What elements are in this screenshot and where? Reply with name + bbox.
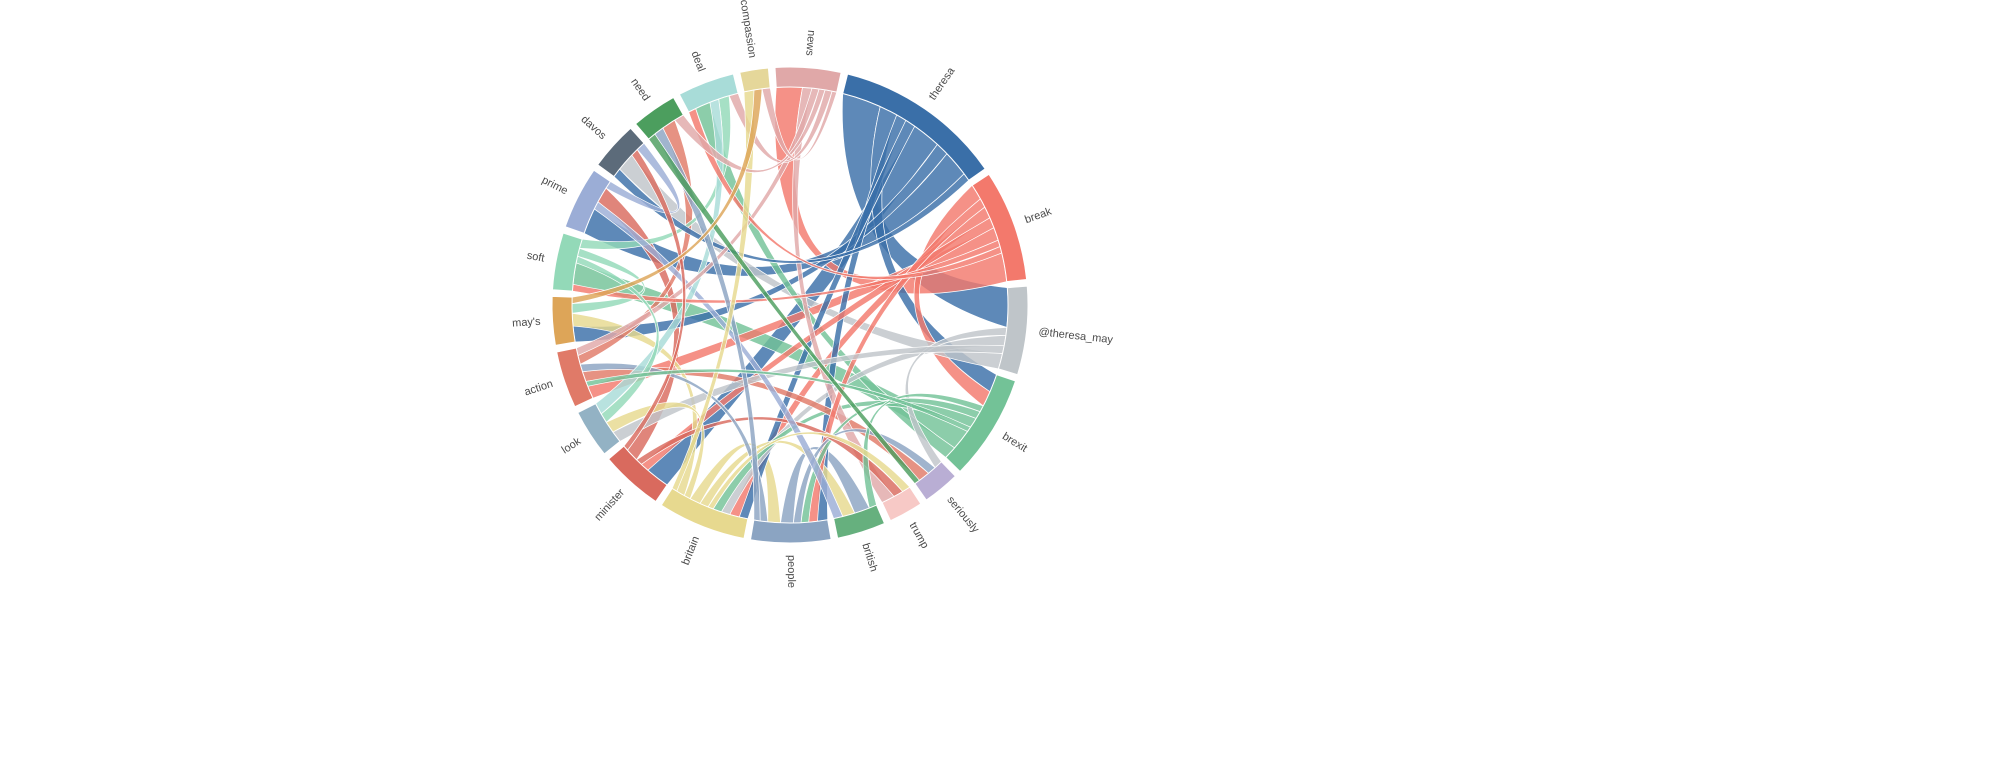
arc-label: britain	[680, 535, 702, 567]
arc-label: soft	[526, 250, 546, 265]
chord-arc[interactable]	[634, 96, 684, 140]
arc-label: prime	[540, 174, 570, 197]
chord-arc[interactable]	[774, 66, 842, 93]
chord-arc[interactable]	[945, 374, 1017, 473]
chord-arc[interactable]	[997, 285, 1029, 376]
chord-arc[interactable]	[577, 402, 621, 455]
arc-label: davos	[579, 113, 609, 142]
arc-label: brexit	[1000, 430, 1029, 454]
arc-label: look	[560, 435, 584, 456]
arc-label: seriously	[944, 494, 981, 536]
arc-label: deal	[689, 50, 708, 74]
arc-label: minister	[592, 486, 627, 523]
chord-arc[interactable]	[881, 486, 922, 522]
chord-arc[interactable]	[551, 232, 583, 292]
chord-arc[interactable]	[739, 67, 771, 93]
arc-label: break	[1023, 205, 1053, 226]
chord-arc[interactable]	[607, 445, 668, 503]
chord-arc[interactable]	[551, 295, 576, 346]
arc-label: people	[785, 555, 797, 588]
arc-label: news	[803, 30, 817, 57]
chord-arc[interactable]	[564, 169, 612, 234]
arc-label: british	[859, 542, 879, 574]
arc-label: theresa	[927, 65, 958, 103]
chord-arc[interactable]	[678, 73, 739, 113]
arc-label: need	[628, 76, 652, 103]
chord-arc[interactable]	[971, 173, 1028, 283]
chord-arc[interactable]	[833, 504, 886, 539]
arc-label: @theresa_may	[1038, 326, 1114, 346]
chord-arc[interactable]	[556, 347, 594, 408]
arcs-layer	[551, 66, 1029, 544]
chord-arc[interactable]	[842, 73, 986, 181]
chord-arc[interactable]	[749, 519, 832, 544]
chord-arc[interactable]	[597, 127, 645, 178]
chord-arc[interactable]	[914, 461, 957, 501]
ribbons-layer	[571, 86, 1009, 524]
arc-label: compassion	[737, 0, 758, 59]
arc-label: trump	[907, 520, 931, 550]
arc-label: action	[523, 378, 555, 399]
chord-arc[interactable]	[660, 487, 749, 540]
arc-label: may's	[512, 316, 542, 330]
